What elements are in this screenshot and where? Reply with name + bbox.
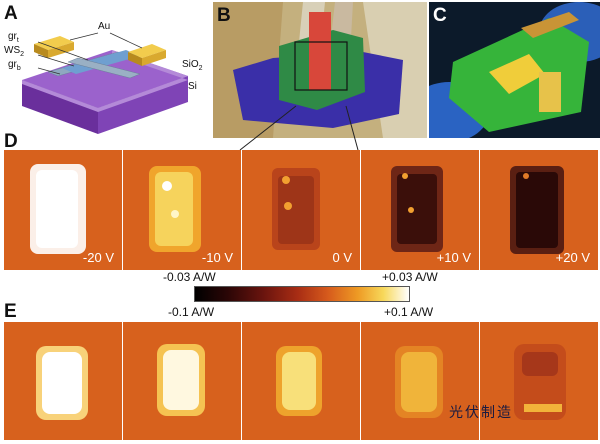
gold-pad-right	[128, 44, 166, 58]
colorbar-top-min: -0.03 A/W	[163, 270, 216, 284]
map-image	[123, 322, 241, 440]
label-au: Au	[98, 21, 111, 32]
label-ws2-text: WS	[4, 45, 21, 56]
label-gr-bottom-text: gr	[8, 59, 17, 70]
map-image	[361, 150, 479, 270]
ws2-layer	[62, 50, 140, 74]
label-sio2-sub: 2	[198, 65, 203, 72]
label-ws2-sub: 2	[20, 51, 25, 58]
map-d-4: +10 V	[361, 150, 479, 270]
map-d-3: 0 V	[242, 150, 360, 270]
voltage-label: -20 V	[82, 250, 114, 265]
watermark: 光伏制造	[449, 405, 513, 421]
map-e-3	[242, 322, 360, 440]
map-image	[4, 150, 122, 270]
zoom-line-left	[239, 105, 297, 151]
top-graphene	[67, 57, 141, 79]
substrate-right	[98, 76, 188, 134]
panel-c-device-photo: C	[429, 2, 600, 138]
label-gr-bottom-sub: b	[16, 65, 21, 72]
map-image	[361, 322, 479, 440]
voltage-label: +10 V	[436, 250, 471, 265]
colorbar-top-max: +0.03 A/W	[382, 270, 438, 284]
map-d-1: -20 V	[4, 150, 122, 270]
map-e-1	[4, 322, 122, 440]
panel-letter-b: B	[217, 5, 231, 26]
label-ws2: WS2	[4, 45, 25, 59]
map-e-2	[123, 322, 241, 440]
gold-pad-right-front	[142, 50, 166, 66]
gold-pad-right-side	[128, 52, 142, 66]
map-image	[242, 322, 360, 440]
device-schematic	[22, 32, 188, 134]
leader-ws2	[37, 54, 75, 67]
colorbar-gradient	[194, 286, 410, 302]
leader-au-right	[109, 32, 143, 49]
panel-letter-c: C	[433, 5, 447, 26]
map-image	[242, 150, 360, 270]
voltage-label: +20 V	[555, 250, 590, 265]
colorbar-bottom-min: -0.1 A/W	[168, 305, 215, 319]
label-gr-bottom: grb	[8, 59, 21, 73]
label-si: Si	[188, 81, 197, 92]
leader-au-left	[69, 32, 99, 41]
voltage-label: 0 V	[332, 250, 352, 265]
map-image	[4, 322, 122, 440]
optical-micrograph	[213, 2, 427, 138]
device-photograph	[429, 2, 600, 138]
label-gr-top-text: gr	[8, 31, 17, 42]
map-d-2: -10 V	[123, 150, 241, 270]
panel-b-optical-image: B	[213, 2, 427, 138]
substrate-left	[22, 80, 98, 134]
map-e-5	[480, 322, 598, 440]
gold-pad-left-side	[34, 44, 48, 58]
oxide-layer	[22, 50, 188, 112]
map-e-4	[361, 322, 479, 440]
gold-pad-left	[34, 36, 74, 50]
colorbar-bottom-max: +0.1 A/W	[384, 305, 434, 319]
voltage-label: -10 V	[201, 250, 233, 265]
label-sio2-text: SiO	[182, 59, 199, 70]
label-gr-top: grt	[8, 31, 19, 45]
map-image	[123, 150, 241, 270]
label-gr-top-sub: t	[16, 37, 19, 44]
zoom-line-right	[345, 105, 359, 151]
map-d-5: +20 V	[480, 150, 598, 270]
leader-grb	[37, 67, 61, 75]
panel-letter-d: D	[4, 131, 18, 152]
panel-letter-a: A	[4, 3, 18, 24]
panel-letter-e: E	[4, 301, 17, 322]
map-image	[480, 150, 598, 270]
label-sio2: SiO2	[182, 59, 203, 73]
map-image	[480, 322, 598, 440]
leader-grt	[37, 41, 89, 61]
